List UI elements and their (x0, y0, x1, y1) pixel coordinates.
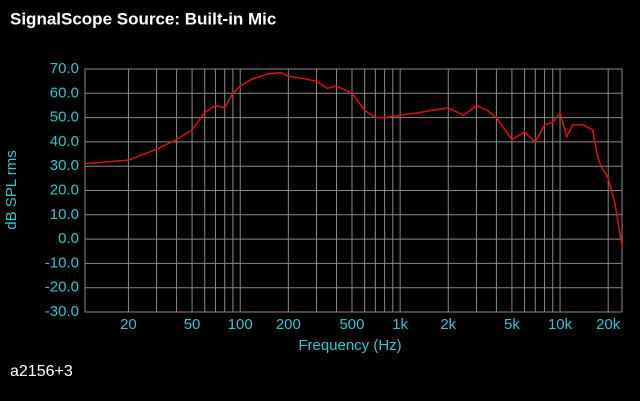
y-tick-label: 10.0 (50, 206, 79, 223)
y-tick-label: 50.0 (50, 109, 79, 126)
x-tick-label: 50 (184, 316, 201, 333)
y-tick-label: -10.0 (45, 254, 79, 271)
x-tick-label: 1k (392, 316, 408, 333)
x-tick-label: 100 (228, 316, 253, 333)
x-tick-label: 20 (120, 316, 137, 333)
y-tick-label: 70.0 (50, 60, 79, 77)
y-tick-label: -30.0 (45, 303, 79, 320)
y-tick-label: 40.0 (50, 133, 79, 150)
data-line (84, 71, 623, 247)
x-tick-label: 20k (596, 316, 621, 333)
x-tick-label: 200 (276, 316, 301, 333)
x-tick-label: 10k (548, 316, 573, 333)
x-tick-label: 500 (339, 316, 364, 333)
x-axis-title: Frequency (Hz) (298, 337, 401, 354)
y-tick-label: -20.0 (45, 279, 79, 296)
x-tick-label: 2k (440, 316, 456, 333)
x-tick-label: 5k (504, 316, 520, 333)
y-axis-title: dB SPL rms (3, 150, 20, 229)
y-tick-label: 60.0 (50, 84, 79, 101)
y-tick-label: 20.0 (50, 181, 79, 198)
chart-title: SignalScope Source: Built-in Mic (10, 9, 276, 28)
plot-frame (84, 68, 623, 313)
y-tick-label: 30.0 (50, 157, 79, 174)
footer-label: a2156+3 (10, 363, 73, 380)
y-tick-label: 0.0 (58, 230, 79, 247)
